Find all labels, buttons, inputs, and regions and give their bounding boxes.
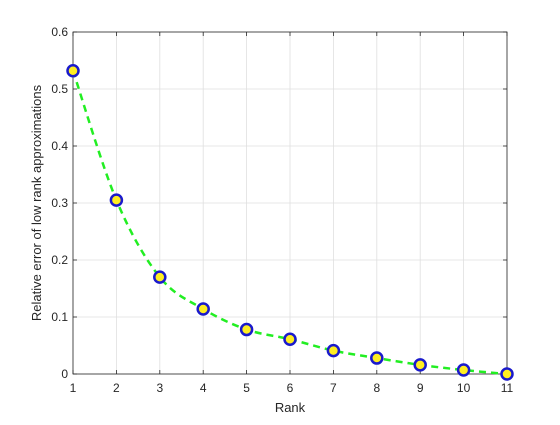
data-point [153,270,167,284]
x-tick-label: 10 [457,381,471,395]
y-axis-label: Relative error of low rank approximation… [29,84,44,321]
x-tick-label: 11 [501,381,514,395]
y-tick-label: 0.6 [51,25,68,39]
x-axis-label: Rank [275,400,306,415]
data-point [239,322,254,337]
data-point [413,358,427,372]
x-tick-label: 8 [373,381,380,395]
y-tick-label: 0.4 [51,139,68,153]
series-layer [66,64,514,381]
y-tick-label: 0.5 [51,82,68,96]
y-tick-label: 0.2 [51,253,68,267]
data-point [109,193,124,207]
data-point [196,302,210,316]
data-point [283,332,297,346]
x-tick-label: 5 [243,381,250,395]
x-tick-label: 4 [200,381,207,395]
x-tick-label: 7 [330,381,337,395]
x-tick-label: 9 [417,381,424,395]
data-point [66,64,80,78]
x-tick-label: 1 [70,381,77,395]
series-line [71,70,508,376]
y-tick-label: 0.3 [51,196,68,210]
data-point [456,363,471,377]
y-tick-label: 0.1 [51,310,68,324]
x-tick-label: 6 [287,381,294,395]
ticks: 1 2 3 4 5 6 7 8 9 10 11 0 0.1 0.2 0.3 0.4 0.5 0.6 [51,25,513,395]
y-tick-label: 0 [61,367,68,381]
data-point [370,351,384,365]
data-point [500,367,514,381]
x-tick-label: 3 [156,381,163,395]
data-point [326,343,341,358]
x-tick-label: 2 [113,381,120,395]
